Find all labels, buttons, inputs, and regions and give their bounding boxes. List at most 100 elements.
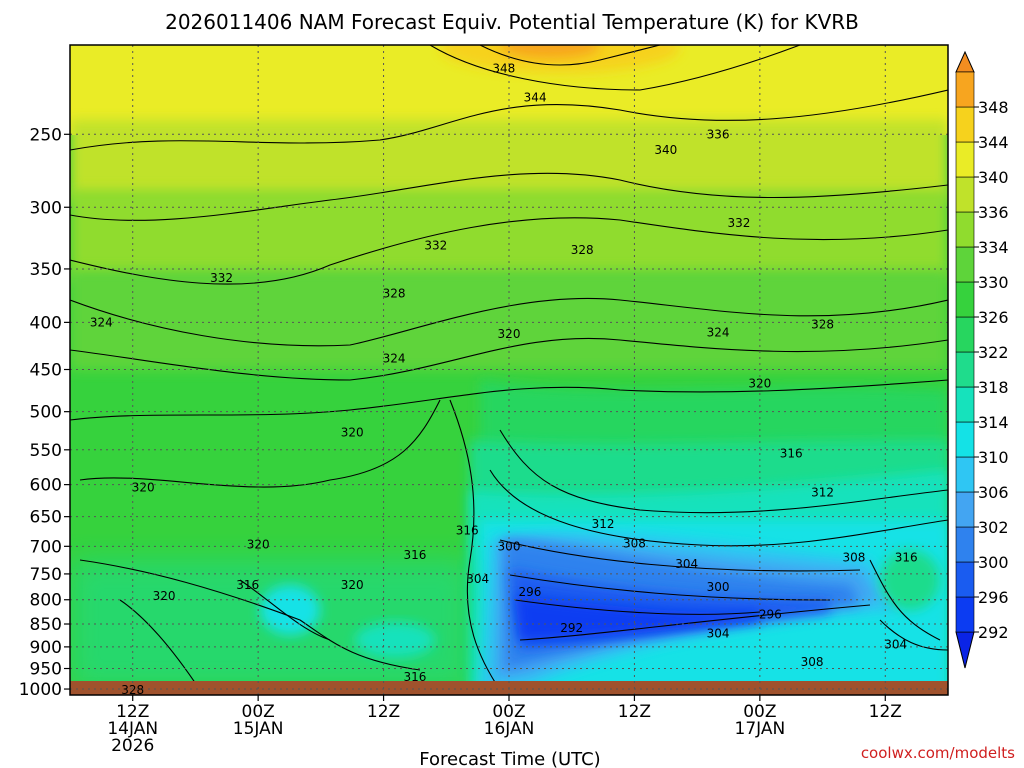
colorbar-label: 310: [978, 448, 1009, 467]
contour-label: 292: [560, 621, 583, 635]
colorbar-swatch: [955, 561, 975, 598]
contour-label: 300: [498, 539, 521, 553]
y-tick-label: 850: [30, 615, 62, 635]
contour-labels: 348 344 340 336 332 332 332 328 328 328 324 324 324 3…: [90, 61, 918, 697]
heatmap-field: [70, 45, 948, 695]
contour-label: 332: [727, 216, 750, 230]
y-tick-label: 400: [30, 313, 62, 333]
contour-label: 340: [654, 143, 677, 157]
contour-label: 320: [498, 327, 521, 341]
y-tick-label: 750: [30, 565, 62, 585]
contour-label: 328: [811, 317, 834, 331]
colorbar-label: 296: [978, 588, 1009, 607]
colorbar-label: 306: [978, 483, 1009, 502]
x-tick-label: 00Z: [492, 702, 525, 722]
contour-label: 332: [210, 271, 233, 285]
contour-label: 316: [236, 578, 259, 592]
colorbar-swatch: [955, 456, 975, 493]
colorbar-swatch: [955, 246, 975, 283]
y-tick-label: 300: [30, 198, 62, 218]
contour-label: 324: [383, 352, 406, 366]
contour-label: 324: [90, 315, 113, 329]
x-tick-label: 12Z: [869, 702, 902, 722]
x-tick-label: 12Z: [367, 702, 400, 722]
colorbar-label: 348: [978, 98, 1009, 117]
x-tick-label: 15JAN: [233, 719, 284, 739]
contour-label: 304: [466, 572, 489, 586]
colorbar-swatch: [955, 211, 975, 248]
x-tick-label: 12Z: [618, 702, 651, 722]
contour-label: 316: [780, 446, 803, 460]
x-tick-label: 00Z: [743, 702, 776, 722]
x-axis-label: Forecast Time (UTC): [419, 749, 600, 768]
y-tick-label: 250: [30, 125, 62, 145]
y-tick-label: 950: [30, 660, 62, 680]
contour-label: 308: [801, 655, 824, 669]
y-tick-label: 650: [30, 508, 62, 528]
colorbar-label: 344: [978, 133, 1009, 152]
colorbar-swatch: [955, 106, 975, 143]
contour-label: 308: [623, 536, 646, 550]
x-tick-label: 16JAN: [484, 719, 535, 739]
x-tick-label: 12Z: [116, 702, 149, 722]
contour-label: 316: [895, 551, 918, 565]
y-tick-label: 500: [30, 403, 62, 423]
contour-label: 316: [403, 670, 426, 684]
contour-label: 320: [247, 538, 270, 552]
contour-label: 304: [884, 638, 907, 652]
chart-title: 2026011406 NAM Forecast Equiv. Potential…: [165, 10, 859, 34]
colorbar-swatch: [955, 316, 975, 353]
colorbar-label: 292: [978, 623, 1009, 642]
colorbar-over-triangle: [955, 50, 975, 73]
y-tick-label: 450: [30, 361, 62, 381]
contour-label: 320: [341, 426, 364, 440]
contour-label: 328: [383, 286, 406, 300]
y-tick-label: 700: [30, 537, 62, 557]
contour-label: 336: [707, 127, 730, 141]
colorbar-label: 326: [978, 308, 1009, 327]
y-tick-label: 1000: [19, 680, 62, 700]
credit-label: coolwx.com/modelts: [861, 744, 1015, 762]
x-tick-label: 14JAN: [107, 719, 158, 739]
x-tick-label: 2026: [111, 736, 154, 756]
contour-label: 328: [121, 683, 144, 697]
colorbar-label: 302: [978, 518, 1009, 537]
colorbar-label: 314: [978, 413, 1009, 432]
contour-label: 332: [424, 238, 447, 252]
colorbar: 292 296 300 302 306 310 314 318 322 326 330 334 336 3…: [955, 50, 1009, 669]
colorbar-swatch: [955, 141, 975, 178]
colorbar-swatch: [955, 176, 975, 213]
contour-label: 316: [456, 524, 479, 538]
colorbar-under-triangle: [955, 631, 975, 669]
contour-label: 320: [132, 480, 155, 494]
colorbar-swatch: [955, 351, 975, 388]
contour-label: 304: [675, 557, 698, 571]
contour-label: 296: [518, 585, 541, 599]
contour-label: 324: [707, 325, 730, 339]
colorbar-label: 322: [978, 343, 1009, 362]
contour-label: 320: [153, 589, 176, 603]
y-axis: 250 300 350 400 450 500 550 600 650 700 750 800 850 9…: [19, 125, 70, 700]
colorbar-label: 300: [978, 553, 1009, 572]
colorbar-swatch: [955, 71, 975, 108]
contour-label: 316: [403, 548, 426, 562]
y-tick-label: 800: [30, 591, 62, 611]
y-tick-label: 550: [30, 441, 62, 461]
gridlines: [70, 45, 948, 695]
contour-label: 296: [759, 607, 782, 621]
colorbar-label: 336: [978, 203, 1009, 222]
colorbar-swatch: [955, 421, 975, 458]
y-tick-label: 900: [30, 638, 62, 658]
x-tick-label: 17JAN: [735, 719, 786, 739]
colorbar-swatch: [955, 491, 975, 528]
colorbar-label: 334: [978, 238, 1009, 257]
colorbar-swatch: [955, 526, 975, 563]
colorbar-swatch: [955, 281, 975, 318]
colorbar-swatch: [955, 596, 975, 633]
colorbar-label: 340: [978, 168, 1009, 187]
x-tick-label: 00Z: [242, 702, 275, 722]
colorbar-label: 318: [978, 378, 1009, 397]
contour-label: 304: [707, 626, 730, 640]
